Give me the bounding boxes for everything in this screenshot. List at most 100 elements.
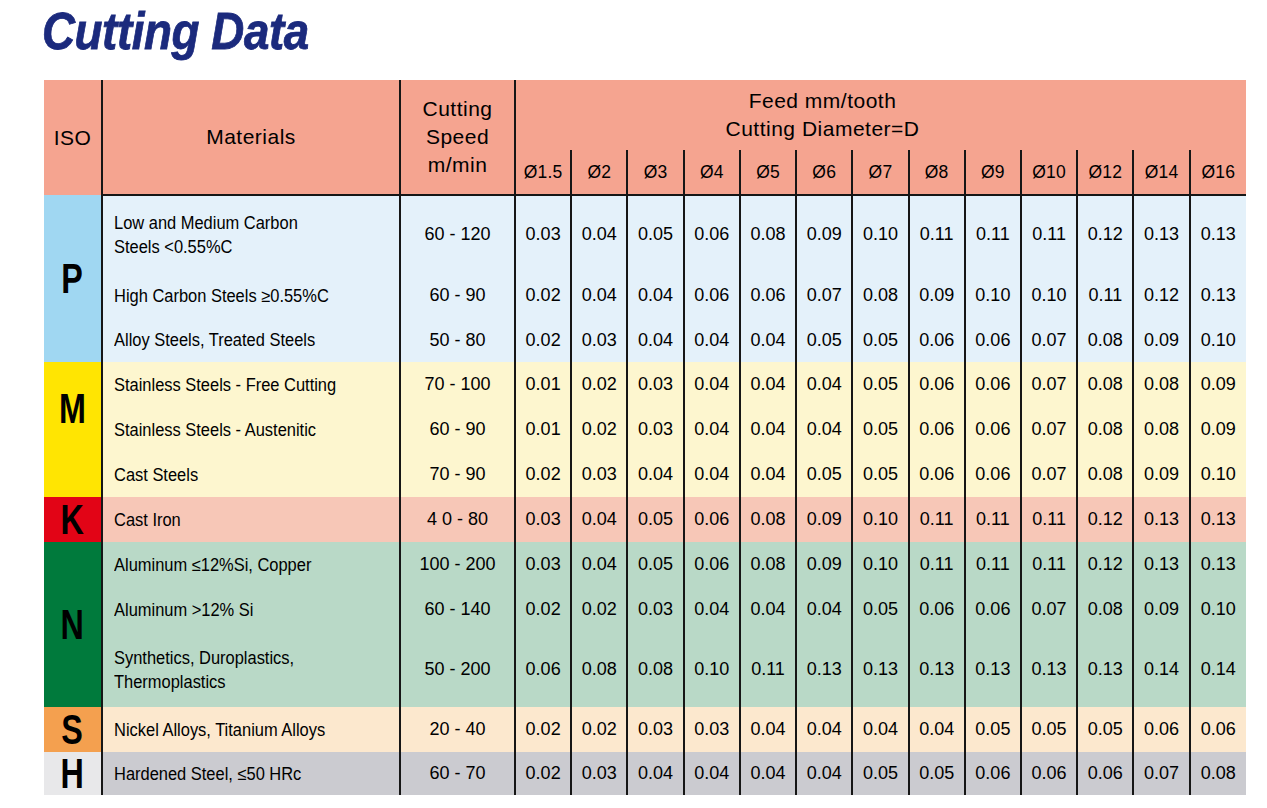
feed-cell: 0.03	[571, 752, 627, 795]
table-row: Stainless Steels - Austenitic60 - 900.01…	[44, 407, 1246, 452]
feed-cell: 0.09	[796, 195, 852, 273]
feed-cell: 0.04	[740, 362, 796, 407]
feed-cell: 0.11	[909, 542, 965, 587]
feed-cell: 0.04	[740, 318, 796, 362]
feed-cell: 0.08	[571, 632, 627, 707]
feed-cell: 0.08	[1077, 587, 1133, 632]
feed-cell: 0.04	[740, 707, 796, 752]
feed-cell: 0.06	[1190, 707, 1246, 752]
material-line: Aluminum ≤12%Si, Copper	[114, 553, 382, 577]
material-line: Nickel Alloys, Titanium Alloys	[114, 718, 382, 742]
speed-cell: 70 - 100	[400, 362, 515, 407]
feed-cell: 0.04	[571, 273, 627, 318]
feed-cell: 0.06	[909, 587, 965, 632]
feed-cell: 0.08	[1077, 452, 1133, 497]
material-line: Stainless Steels - Austenitic	[114, 418, 382, 442]
feed-cell: 0.02	[515, 452, 571, 497]
feed-cell: 0.11	[1077, 273, 1133, 318]
feed-cell: 0.07	[1021, 452, 1077, 497]
feed-cell: 0.05	[909, 752, 965, 795]
feed-cell: 0.05	[627, 542, 683, 587]
feed-header-line1: Feed mm/tooth	[516, 87, 1129, 115]
col-header-diameter: Ø7	[852, 150, 908, 195]
material-cell: Nickel Alloys, Titanium Alloys	[102, 707, 400, 752]
table-row: SNickel Alloys, Titanium Alloys20 - 400.…	[44, 707, 1246, 752]
feed-cell: 0.06	[965, 362, 1021, 407]
cutting-data-table: ISO Materials Cutting Speed m/min Feed m…	[44, 80, 1246, 795]
feed-cell: 0.13	[852, 632, 908, 707]
material-line: Synthetics, Duroplastics,	[114, 646, 382, 670]
feed-cell: 0.02	[515, 318, 571, 362]
feed-cell: 0.13	[965, 632, 1021, 707]
feed-cell: 0.12	[1077, 542, 1133, 587]
feed-cell: 0.04	[796, 587, 852, 632]
speed-cell: 70 - 90	[400, 452, 515, 497]
material-line: Thermoplastics	[114, 670, 382, 694]
feed-cell: 0.10	[1190, 452, 1246, 497]
feed-cell: 0.03	[571, 318, 627, 362]
feed-cell: 0.13	[1133, 195, 1189, 273]
feed-cell: 0.05	[965, 707, 1021, 752]
feed-cell: 0.06	[1133, 707, 1189, 752]
feed-cell: 0.13	[1133, 497, 1189, 542]
feed-cell: 0.03	[627, 362, 683, 407]
feed-cell: 0.12	[1077, 497, 1133, 542]
feed-cell: 0.01	[515, 407, 571, 452]
feed-cell: 0.03	[515, 542, 571, 587]
col-header-diameter: Ø8	[909, 150, 965, 195]
feed-cell: 0.13	[1190, 542, 1246, 587]
material-line: Cast Steels	[114, 463, 382, 487]
feed-cell: 0.04	[627, 273, 683, 318]
iso-letter: P	[62, 264, 84, 294]
speed-cell: 100 - 200	[400, 542, 515, 587]
feed-cell: 0.11	[1021, 497, 1077, 542]
speed-cell: 60 - 140	[400, 587, 515, 632]
feed-cell: 0.06	[909, 407, 965, 452]
material-line: Stainless Steels - Free Cutting	[114, 373, 382, 397]
feed-cell: 0.06	[1077, 752, 1133, 795]
feed-cell: 0.06	[684, 497, 740, 542]
feed-cell: 0.06	[909, 452, 965, 497]
material-line: Low and Medium Carbon	[114, 211, 382, 235]
feed-cell: 0.02	[515, 707, 571, 752]
material-cell: Hardened Steel, ≤50 HRc	[102, 752, 400, 795]
material-cell: Aluminum ≤12%Si, Copper	[102, 542, 400, 587]
feed-cell: 0.11	[1021, 542, 1077, 587]
feed-cell: 0.13	[1133, 542, 1189, 587]
iso-letter: N	[61, 610, 84, 640]
feed-cell: 0.04	[684, 752, 740, 795]
feed-cell: 0.05	[627, 497, 683, 542]
material-line: Aluminum >12% Si	[114, 598, 382, 622]
feed-cell: 0.03	[684, 707, 740, 752]
feed-cell: 0.10	[852, 497, 908, 542]
feed-cell: 0.06	[965, 407, 1021, 452]
table-row: Aluminum >12% Si60 - 1400.020.020.030.04…	[44, 587, 1246, 632]
col-header-diameter: Ø2	[571, 150, 627, 195]
speed-cell: 60 - 90	[400, 273, 515, 318]
feed-cell: 0.11	[1021, 195, 1077, 273]
col-header-diameter: Ø4	[684, 150, 740, 195]
feed-cell: 0.09	[1133, 452, 1189, 497]
col-header-diameter: Ø10	[1021, 150, 1077, 195]
feed-cell: 0.04	[852, 707, 908, 752]
feed-cell: 0.01	[515, 362, 571, 407]
material-line: Alloy Steels, Treated Steels	[114, 328, 382, 352]
feed-cell: 0.10	[684, 632, 740, 707]
iso-cell-S: S	[44, 707, 102, 752]
feed-cell: 0.04	[796, 407, 852, 452]
feed-cell: 0.04	[684, 452, 740, 497]
feed-cell: 0.09	[1190, 407, 1246, 452]
feed-cell: 0.07	[1021, 587, 1077, 632]
feed-cell: 0.06	[965, 452, 1021, 497]
table-row: High Carbon Steels ≥0.55%C60 - 900.020.0…	[44, 273, 1246, 318]
feed-cell: 0.05	[1021, 707, 1077, 752]
feed-cell: 0.03	[571, 452, 627, 497]
feed-cell: 0.11	[965, 542, 1021, 587]
speed-cell: 50 - 200	[400, 632, 515, 707]
feed-cell: 0.05	[796, 452, 852, 497]
col-header-diameter: Ø1.5	[515, 150, 571, 195]
feed-cell: 0.08	[627, 632, 683, 707]
table-row: Cast Steels70 - 900.020.030.040.040.040.…	[44, 452, 1246, 497]
feed-cell: 0.09	[796, 542, 852, 587]
feed-cell: 0.03	[515, 497, 571, 542]
